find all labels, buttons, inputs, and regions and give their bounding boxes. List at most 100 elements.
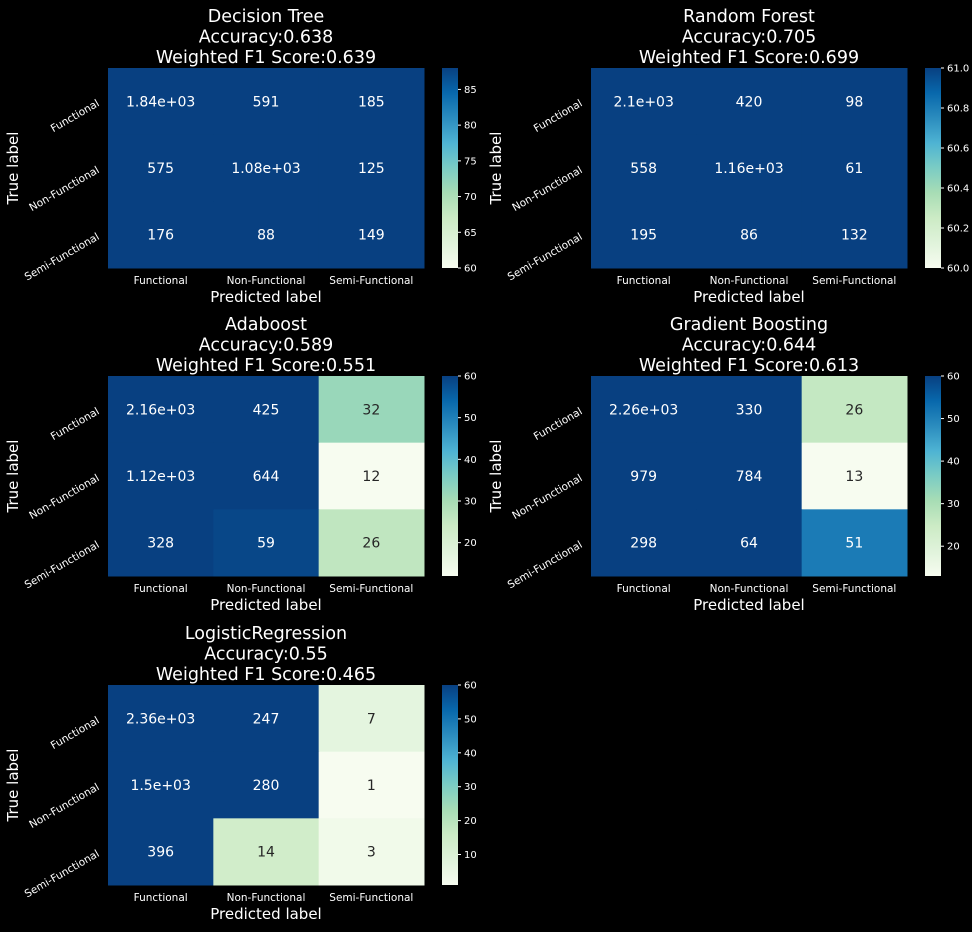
- cell-value-label: 176: [147, 228, 174, 244]
- heatmap-cell: [108, 509, 214, 577]
- colorbar-tick-label: 30: [464, 497, 477, 508]
- colorbar-tick-label: 70: [464, 192, 477, 203]
- cell-value-label: 59: [257, 536, 275, 552]
- colorbar-tick-label: 40: [464, 748, 477, 759]
- cell-value-label: 1.84e+03: [126, 94, 195, 110]
- colorbar-tick-label: 20: [464, 538, 477, 549]
- heatmap-cell: [108, 818, 214, 886]
- colorbar-tick-label: 20: [947, 542, 960, 553]
- cell-value-label: 280: [253, 778, 280, 794]
- colorbar-tick-label: 50: [464, 714, 477, 725]
- x-axis-label: Predicted label: [693, 596, 804, 614]
- heatmap-cell: [318, 201, 425, 269]
- colorbar-tick-label: 40: [464, 455, 477, 466]
- panel-subtitle: Accuracy:0.589: [199, 336, 334, 356]
- colorbar-tick-label: 10: [464, 850, 477, 861]
- colorbar-tick-label: 50: [947, 414, 960, 425]
- cell-value-label: 2.36e+03: [126, 711, 195, 727]
- heatmap-cell: [318, 751, 425, 819]
- heatmap-cell: [696, 509, 803, 577]
- cell-value-label: 132: [841, 228, 868, 244]
- heatmap-cell: [591, 134, 697, 202]
- heatmap-cell: [591, 442, 697, 510]
- cell-value-label: 2.1e+03: [613, 94, 673, 110]
- heatmap-cell: [213, 509, 320, 577]
- panel-subtitle: Accuracy:0.55: [204, 645, 327, 665]
- y-axis-label: True label: [4, 440, 22, 514]
- y-tick-label: Non-Functional: [510, 472, 584, 522]
- cell-value-label: 32: [362, 402, 380, 418]
- colorbar: [925, 376, 941, 576]
- colorbar-tick-label: 30: [464, 782, 477, 793]
- heatmap-cell: [318, 685, 425, 753]
- x-tick-label: Semi-Functional: [329, 892, 413, 904]
- colorbar-tick-label: 60.4: [947, 184, 969, 195]
- colorbar-tick-label: 30: [947, 499, 960, 510]
- heatmap-cell: [591, 68, 697, 136]
- cell-value-label: 1: [367, 778, 376, 794]
- colorbar-tick-label: 60.8: [947, 104, 969, 115]
- x-tick-label: Functional: [134, 275, 188, 287]
- heatmap-cell: [318, 509, 425, 577]
- cell-value-label: 2.16e+03: [126, 402, 195, 418]
- cell-value-label: 125: [358, 161, 385, 177]
- panel-title: Adaboost: [225, 315, 307, 335]
- panel-title: LogisticRegression: [185, 624, 347, 644]
- x-tick-label: Semi-Functional: [812, 275, 896, 287]
- cell-value-label: 247: [253, 711, 280, 727]
- y-axis-label: True label: [487, 132, 505, 206]
- cell-value-label: 3: [367, 845, 376, 861]
- cell-value-label: 88: [257, 228, 275, 244]
- x-axis-label: Predicted label: [210, 905, 321, 923]
- cell-value-label: 591: [253, 94, 280, 110]
- heatmap-cell: [801, 134, 908, 202]
- heatmap-cell: [108, 201, 214, 269]
- x-tick-label: Non-Functional: [227, 275, 306, 287]
- colorbar-tick-label: 60: [464, 681, 477, 692]
- y-axis-label: True label: [487, 440, 505, 514]
- y-tick-label: Non-Functional: [510, 164, 584, 214]
- colorbar: [442, 68, 458, 268]
- heatmap-cell: [318, 376, 425, 444]
- y-axis-label: True label: [4, 132, 22, 206]
- heatmap-cell: [801, 509, 908, 577]
- x-tick-label: Functional: [617, 583, 671, 595]
- colorbar-tick-label: 40: [947, 457, 960, 468]
- y-tick-label: Semi-Functional: [506, 231, 585, 283]
- cell-value-label: 61: [845, 161, 863, 177]
- heatmap-cell: [213, 376, 320, 444]
- heatmap-cell: [213, 68, 320, 136]
- confusion-matrix-panel: Gradient BoostingAccuracy:0.644Weighted …: [487, 315, 960, 614]
- cell-value-label: 51: [845, 536, 863, 552]
- panel-subtitle: Accuracy:0.644: [682, 336, 817, 356]
- panel-subtitle: Weighted F1 Score:0.639: [156, 48, 376, 68]
- y-tick-label: Non-Functional: [27, 164, 101, 214]
- x-axis-label: Predicted label: [210, 596, 321, 614]
- panel-title: Gradient Boosting: [670, 315, 828, 335]
- heatmap-cell: [108, 685, 214, 753]
- heatmap-cell: [108, 376, 214, 444]
- panel-title: Random Forest: [683, 7, 815, 27]
- colorbar-tick-label: 65: [464, 228, 477, 239]
- y-tick-label: Non-Functional: [27, 781, 101, 831]
- heatmap-cell: [801, 442, 908, 510]
- x-tick-label: Functional: [617, 275, 671, 287]
- y-tick-label: Semi-Functional: [23, 539, 102, 591]
- panel-subtitle: Weighted F1 Score:0.465: [156, 665, 376, 685]
- y-tick-label: Functional: [49, 406, 102, 443]
- cell-value-label: 13: [845, 469, 863, 485]
- cell-value-label: 328: [147, 536, 174, 552]
- heatmap-cell: [108, 134, 214, 202]
- panel-subtitle: Accuracy:0.705: [682, 28, 817, 48]
- colorbar: [925, 68, 941, 268]
- heatmap-cell: [696, 376, 803, 444]
- y-tick-label: Semi-Functional: [506, 539, 585, 591]
- heatmap-cell: [213, 134, 320, 202]
- heatmap-cell: [696, 442, 803, 510]
- y-tick-label: Functional: [49, 98, 102, 135]
- colorbar-tick-label: 85: [464, 85, 477, 96]
- x-tick-label: Functional: [134, 892, 188, 904]
- panel-subtitle: Weighted F1 Score:0.551: [156, 356, 376, 376]
